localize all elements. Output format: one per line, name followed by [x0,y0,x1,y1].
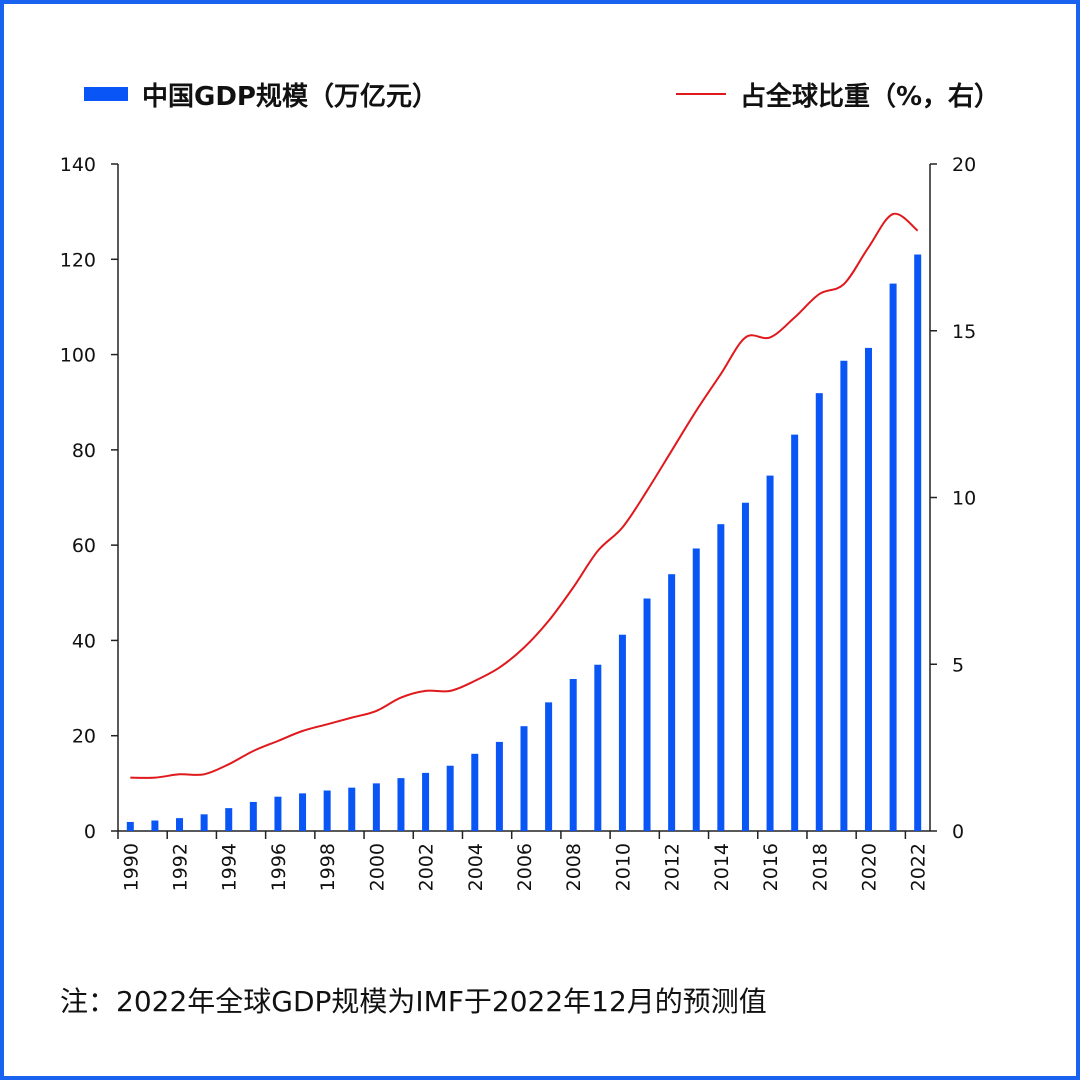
dual-axis-chart: 0 20 40 60 80 100 120 140 0 5 10 15 20 1990 1992 1994 19… [60,154,976,891]
gdp-bar [151,820,159,831]
gdp-bar [914,254,922,831]
gdp-bar [889,283,897,831]
x-tick-label: 1996 [268,843,290,891]
y-left-tick-label: 140 [60,154,96,176]
gdp-bar [618,634,626,831]
x-tick-label: 2014 [711,843,733,891]
gdp-bar [864,347,872,831]
gdp-bar [446,765,454,831]
gdp-bar [422,772,430,831]
gdp-bar [249,801,257,831]
y-right-tick-label: 10 [952,488,976,510]
gdp-bar [323,790,331,831]
x-tick-label: 2018 [809,843,831,891]
legend-line-label: 占全球比重（%，右） [739,81,1000,112]
gdp-bar [692,548,700,831]
gdp-bar [274,796,282,831]
gdp-bar [348,787,356,831]
x-tick-label: 2008 [563,843,585,891]
legend-bar-label: 中国GDP规模（万亿元） [142,81,438,112]
y-right-tick-label: 20 [952,154,976,176]
gdp-bar [397,778,405,831]
gdp-bar [840,360,848,831]
y-left-tick-label: 20 [72,726,96,748]
legend-bar: 中国GDP规模（万亿元） [84,74,438,114]
y-left-tick-label: 100 [60,345,96,367]
x-tick-label: 2022 [908,843,930,891]
gdp-bar [766,475,774,831]
x-tick-label: 2000 [366,843,388,891]
legend-bar-swatch [84,87,128,101]
x-tick-label: 1990 [120,843,142,891]
x-tick-label: 1994 [219,843,241,891]
legend-line: 占全球比重（%，右） [675,74,1000,114]
gdp-bar [299,793,307,831]
x-tick-label: 2004 [465,843,487,891]
y-left-tick-label: 40 [72,630,96,652]
y-left-tick-label: 60 [72,535,96,557]
gdp-bar [741,502,749,831]
gdp-bar [225,808,233,831]
gdp-bar [569,679,577,831]
gdp-bar [200,814,208,831]
gdp-bar [791,434,799,831]
y-right-tick-label: 0 [952,821,964,843]
x-tick-label: 2010 [612,843,634,891]
y-right-tick-label: 15 [952,321,976,343]
gdp-bar [643,598,651,831]
gdp-bar [815,393,823,831]
x-tick-label: 1998 [317,843,339,891]
footnote: 注：2022年全球GDP规模为IMF于2022年12月的预测值 [60,985,767,1018]
legend-line-swatch [675,93,726,95]
share-line [130,212,919,779]
gdp-bar [545,702,553,831]
gdp-bar [126,821,134,831]
y-left-tick-label: 0 [84,821,96,843]
x-tick-label: 1992 [170,843,192,891]
y-left-tick-label: 120 [60,249,96,271]
x-tick-label: 2020 [858,843,880,891]
x-tick-label: 2006 [514,843,536,891]
gdp-bar [717,524,725,831]
gdp-bar [471,753,479,831]
gdp-bar [594,664,602,831]
y-right-tick-label: 5 [952,654,964,676]
gdp-bar [668,574,676,831]
gdp-bar [520,726,528,831]
x-tick-label: 2012 [662,843,684,891]
gdp-bar [495,741,503,831]
gdp-bar [176,818,184,831]
x-tick-label: 2016 [760,843,782,891]
gdp-bar [372,783,380,831]
y-left-tick-label: 80 [72,440,96,462]
x-tick-label: 2002 [416,843,438,891]
